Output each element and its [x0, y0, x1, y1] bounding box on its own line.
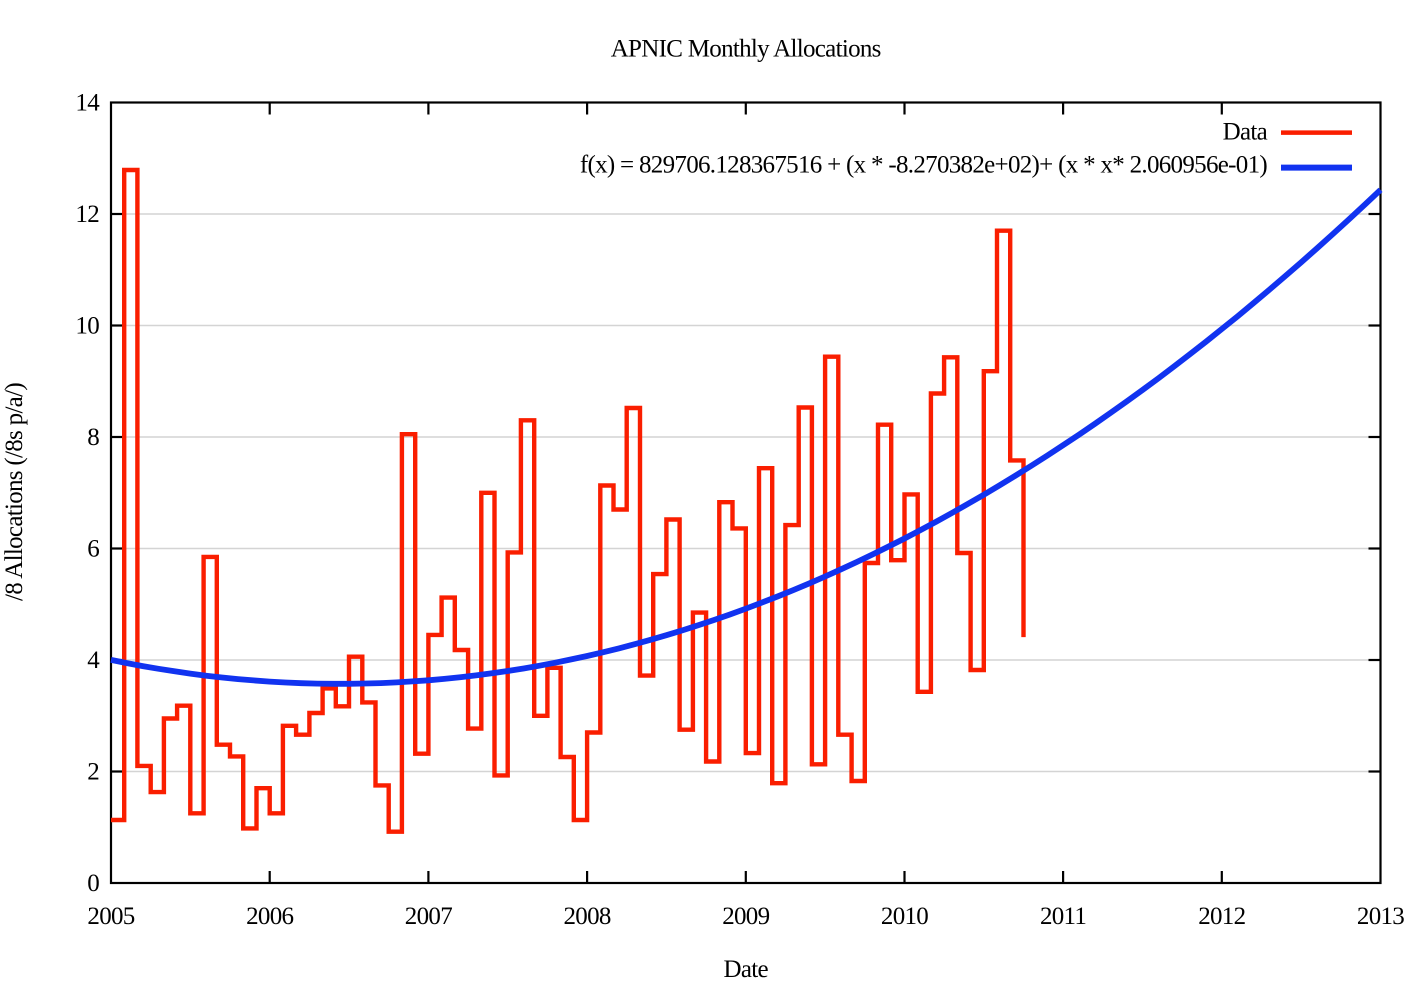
svg-text:12: 12	[75, 201, 99, 228]
svg-text:2: 2	[87, 759, 99, 786]
svg-text:2009: 2009	[722, 903, 769, 930]
svg-text:10: 10	[75, 313, 99, 340]
svg-text:2005: 2005	[87, 903, 134, 930]
svg-text:/8 Allocations (/8s p/a/): /8 Allocations (/8s p/a/)	[1, 383, 28, 601]
svg-text:6: 6	[87, 536, 99, 563]
svg-text:4: 4	[87, 647, 100, 674]
svg-text:2011: 2011	[1040, 903, 1086, 930]
svg-text:2012: 2012	[1198, 903, 1245, 930]
svg-text:2007: 2007	[405, 903, 452, 930]
svg-text:8: 8	[87, 424, 99, 451]
svg-text:0: 0	[87, 870, 99, 897]
svg-text:Data: Data	[1223, 119, 1268, 146]
svg-text:14: 14	[75, 90, 100, 117]
svg-text:2008: 2008	[563, 903, 610, 930]
svg-text:Date: Date	[723, 956, 768, 983]
svg-text:f(x) = 829706.128367516 + (x *: f(x) = 829706.128367516 + (x * -8.270382…	[580, 151, 1268, 178]
svg-text:2006: 2006	[246, 903, 293, 930]
svg-text:2010: 2010	[881, 903, 928, 930]
svg-text:2013: 2013	[1357, 903, 1404, 930]
svg-text:APNIC Monthly Allocations: APNIC Monthly Allocations	[611, 36, 881, 63]
